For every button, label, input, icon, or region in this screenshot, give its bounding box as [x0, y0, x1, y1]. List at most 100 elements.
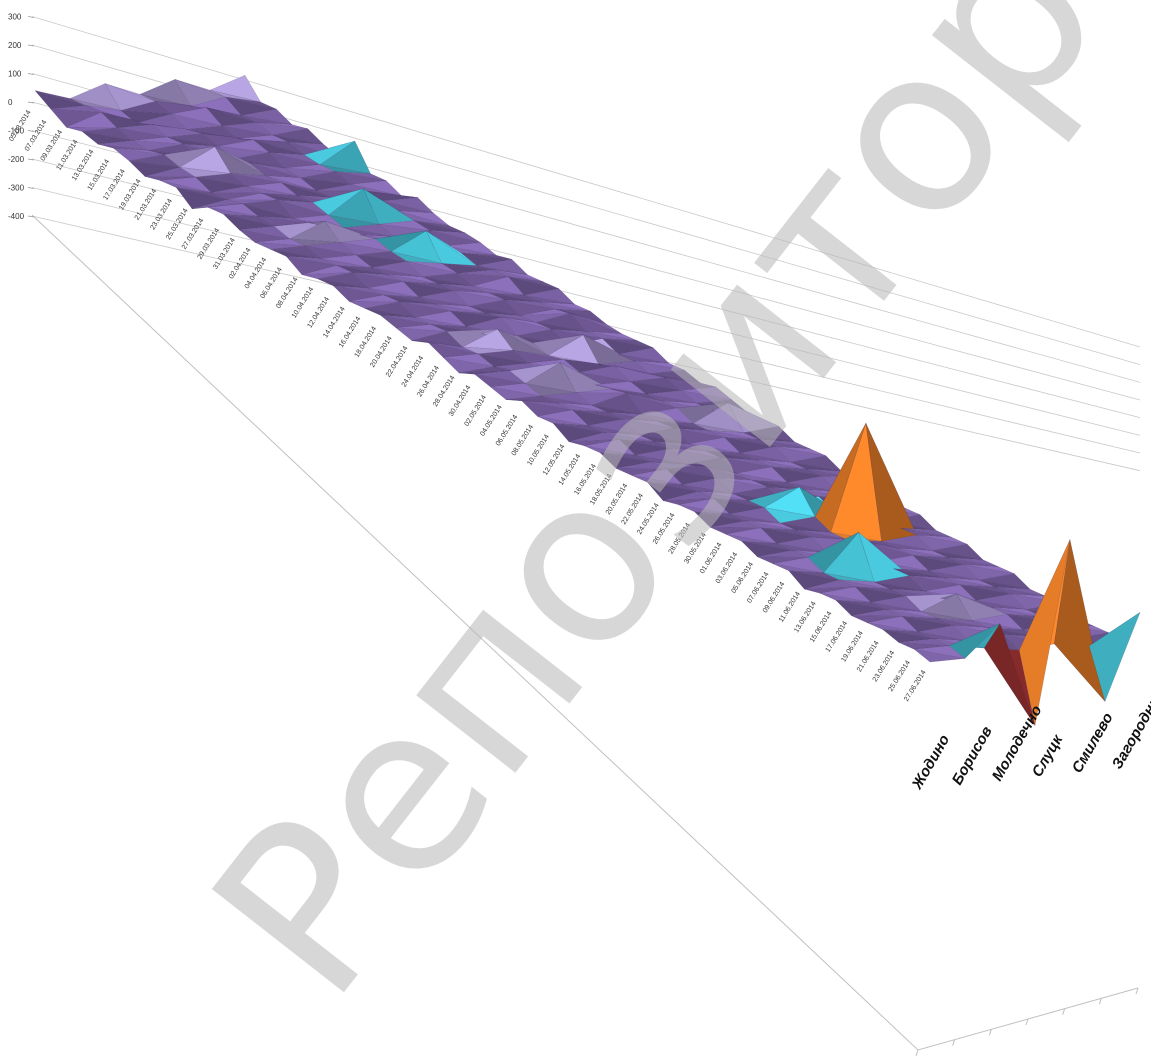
surface-facet — [599, 452, 652, 469]
date-label: 22.04.2014 — [385, 345, 410, 379]
surface-facet — [214, 146, 266, 176]
surface-facet — [128, 160, 180, 177]
surface-facet — [355, 254, 407, 268]
surface-facet — [301, 272, 353, 280]
surface-facet — [174, 79, 227, 107]
date-label: 07.06.2014 — [746, 571, 771, 605]
surface-facet — [682, 484, 734, 494]
surface-facet — [382, 197, 435, 214]
date-label: 16.04.2014 — [338, 316, 363, 350]
surface-facet — [205, 107, 258, 127]
date-label: 12.04.2014 — [307, 296, 332, 330]
surface-facet — [422, 276, 474, 287]
surface-plot — [34, 74, 1141, 726]
gridline — [31, 16, 1141, 348]
date-label: 26.04.2014 — [416, 365, 441, 399]
surface-facet — [563, 359, 615, 373]
date-label: 17.03.2014 — [102, 168, 127, 202]
surface-facet — [492, 269, 544, 283]
series-label: Слуцк — [1029, 731, 1067, 780]
surface-facet — [804, 579, 856, 590]
surface-facet — [281, 182, 333, 198]
series-label: Смилево — [1069, 710, 1117, 776]
surface-facet — [678, 504, 730, 515]
surface-facet — [272, 128, 325, 145]
surface-facet — [948, 623, 1001, 659]
surface-facet — [458, 370, 510, 375]
surface-facet — [396, 324, 447, 332]
date-label: 13.06.2014 — [793, 600, 818, 634]
y-tick-label: 200 — [8, 41, 22, 50]
date-label: 21.03.2014 — [134, 188, 159, 222]
date-label: 28.04.2014 — [432, 375, 457, 409]
date-label: 27.03.2014 — [181, 217, 206, 251]
surface-facet — [316, 184, 368, 192]
surface-facet — [387, 274, 439, 285]
surface-facet — [490, 386, 542, 400]
floor-tick — [1062, 1008, 1066, 1015]
date-label: 18.04.2014 — [354, 325, 379, 359]
surface-facet — [523, 288, 576, 305]
surface-facet — [460, 252, 512, 266]
surface-facet — [317, 278, 369, 289]
date-label: 11.06.2014 — [778, 591, 802, 624]
surface-facet — [453, 290, 505, 307]
surface-facet — [525, 383, 577, 397]
date-label: 14.04.2014 — [322, 306, 347, 340]
date-label: 02.05.2014 — [464, 394, 489, 428]
surface-facet — [321, 258, 372, 268]
surface-facet — [356, 251, 408, 262]
surface-facet — [787, 482, 839, 492]
surface-facet — [763, 507, 816, 524]
surface-facet — [867, 622, 918, 633]
surface-facet — [221, 125, 273, 139]
y-tick-mark — [27, 73, 35, 75]
surface-facet — [725, 527, 778, 544]
surface-facet — [539, 301, 591, 312]
chart-floor — [31, 214, 1139, 1057]
surface-facet — [97, 143, 149, 151]
surface-facet — [319, 140, 371, 175]
surface-facet — [281, 182, 333, 198]
surface-facet — [453, 290, 505, 301]
y-tick-label: 100 — [8, 70, 22, 79]
surface-facet — [900, 527, 952, 538]
surface-facet — [104, 83, 157, 111]
date-label: 04.04.2014 — [244, 257, 269, 291]
floor-tick — [1098, 998, 1102, 1005]
date-label: 25.06.2014 — [887, 659, 912, 693]
y-tick-label: 0 — [8, 98, 13, 107]
date-label: 15.03.2014 — [87, 158, 112, 192]
surface-facet — [348, 294, 400, 303]
series-label: Жодино — [908, 732, 953, 793]
surface-facet — [398, 210, 450, 226]
date-label: 09.03.2014 — [40, 129, 65, 163]
y-tick-mark — [27, 158, 35, 161]
surface-facet — [532, 334, 584, 356]
surface-facet — [663, 498, 714, 506]
surface-facet — [222, 122, 273, 136]
y-tick-mark — [27, 130, 35, 132]
surface-facet — [289, 238, 341, 247]
surface-facet — [995, 586, 1046, 597]
surface-facet — [414, 220, 465, 233]
surface-facet — [571, 313, 622, 334]
date-label: 02.04.2014 — [228, 247, 253, 281]
floor-tick — [1025, 1018, 1029, 1026]
surface-facet — [317, 272, 369, 289]
floor-tick — [952, 1039, 956, 1046]
y-tick-mark — [27, 44, 35, 47]
date-label: 19.03.2014 — [118, 178, 143, 212]
date-label: 29.03.2014 — [197, 227, 222, 261]
date-label: 20.04.2014 — [369, 335, 394, 369]
surface-facet — [351, 180, 403, 197]
floor-tick — [915, 1049, 919, 1057]
surface-facet — [120, 110, 172, 124]
surface-facet — [268, 152, 320, 169]
date-label: 23.06.2014 — [872, 650, 897, 684]
date-label: 10.04.2014 — [291, 286, 316, 320]
surface-facet — [415, 310, 467, 327]
surface-facet — [237, 138, 289, 143]
surface-facet — [914, 649, 966, 663]
